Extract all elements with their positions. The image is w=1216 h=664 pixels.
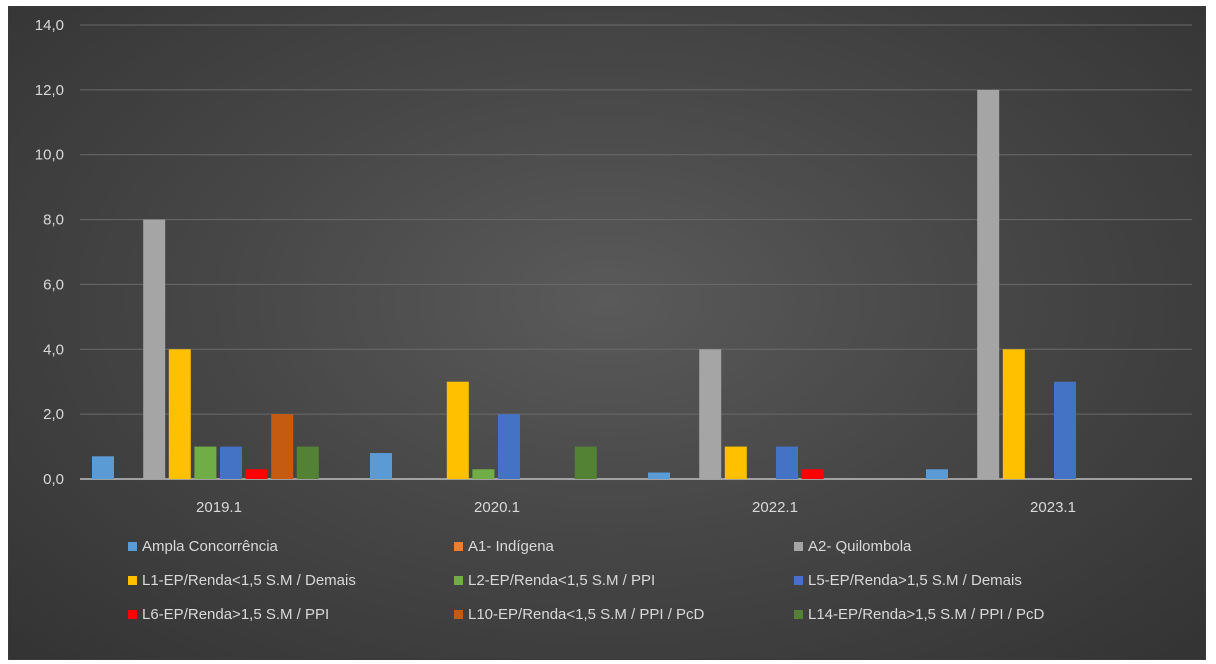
bar <box>472 469 495 479</box>
bar <box>92 456 114 479</box>
legend-item: L1-EP/Renda<1,5 S.M / Demais <box>128 570 454 590</box>
legend-label: L10-EP/Renda<1,5 S.M / PPI / PcD <box>468 605 705 623</box>
legend-swatch <box>128 609 137 619</box>
y-tick-label: 6,0 <box>43 276 64 293</box>
legend-label: L1-EP/Renda<1,5 S.M / Demais <box>142 571 356 589</box>
legend-item: L6-EP/Renda>1,5 S.M / PPI <box>128 604 454 624</box>
legend-swatch <box>794 609 803 619</box>
legend-swatch <box>454 575 463 585</box>
bar <box>724 446 747 479</box>
legend-swatch <box>794 575 803 585</box>
y-tick-label: 0,0 <box>43 471 64 488</box>
x-tick-label: 2022.1 <box>752 499 798 516</box>
bar <box>1054 381 1076 479</box>
legend-label: L14-EP/Renda>1,5 S.M / PPI / PcD <box>808 605 1045 623</box>
bar <box>574 446 597 479</box>
bar <box>220 446 242 479</box>
bar <box>801 469 824 479</box>
y-tick-label: 2,0 <box>43 406 64 423</box>
legend-label: L5-EP/Renda>1,5 S.M / Demais <box>808 571 1022 589</box>
y-tick-label: 10,0 <box>35 147 64 164</box>
bar <box>194 446 217 479</box>
legend-item: Ampla Concorrência <box>128 536 454 556</box>
legend-swatch <box>454 609 463 619</box>
bar <box>245 469 268 479</box>
x-tick-label: 2020.1 <box>474 499 520 516</box>
legend-label: Ampla Concorrência <box>142 537 278 555</box>
legend-item: A1- Indígena <box>454 536 794 556</box>
bar <box>271 414 294 479</box>
legend-item: L2-EP/Renda<1,5 S.M / PPI <box>454 570 794 590</box>
bar <box>699 349 722 479</box>
bar <box>168 349 191 479</box>
legend-swatch <box>128 575 137 585</box>
legend-swatch <box>454 541 463 551</box>
bar <box>776 446 798 479</box>
legend-swatch <box>794 541 803 551</box>
legend-label: L6-EP/Renda>1,5 S.M / PPI <box>142 605 330 623</box>
bar <box>143 219 166 480</box>
legend-swatch <box>128 541 137 551</box>
y-tick-label: 4,0 <box>43 341 64 358</box>
legend-label: A1- Indígena <box>468 537 554 555</box>
bar <box>648 472 670 479</box>
legend-item: L10-EP/Renda<1,5 S.M / PPI / PcD <box>454 604 794 624</box>
chart-area <box>8 6 1206 660</box>
legend-item: A2- Quilombola <box>794 536 1124 556</box>
bar <box>370 453 392 479</box>
bar <box>446 381 469 479</box>
x-tick-label: 2019.1 <box>196 499 242 516</box>
bar <box>1002 349 1025 479</box>
bar <box>977 89 1000 479</box>
bar <box>296 446 319 479</box>
y-tick-label: 14,0 <box>35 17 64 34</box>
legend-item: L14-EP/Renda>1,5 S.M / PPI / PcD <box>794 604 1124 624</box>
legend-label: L2-EP/Renda<1,5 S.M / PPI <box>468 571 656 589</box>
bar <box>498 414 520 479</box>
y-tick-label: 12,0 <box>35 82 64 99</box>
chart-legend: Ampla Concorrência A1- Indígena A2- Quilom… <box>128 536 1148 624</box>
legend-label: A2- Quilombola <box>808 537 912 555</box>
bar <box>926 469 948 479</box>
x-tick-label: 2023.1 <box>1030 499 1076 516</box>
y-tick-label: 8,0 <box>43 212 64 229</box>
legend-item: L5-EP/Renda>1,5 S.M / Demais <box>794 570 1124 590</box>
